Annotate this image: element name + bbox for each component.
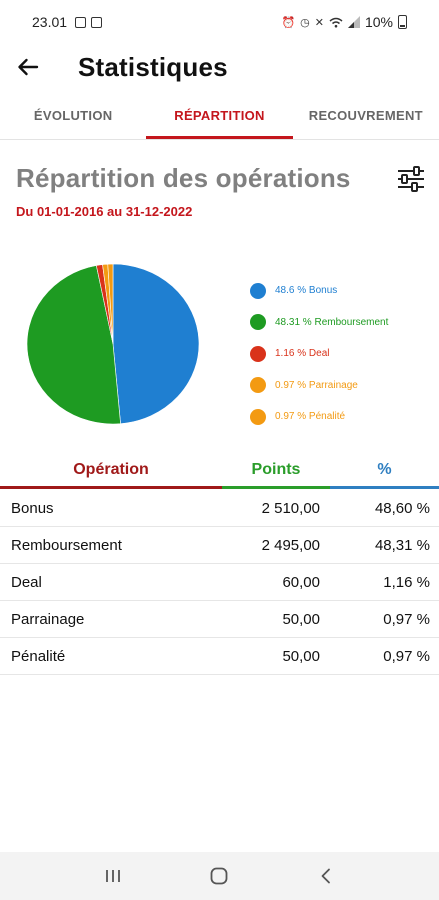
page-title: Statistiques: [78, 51, 228, 82]
cell-operation: Parrainage: [11, 610, 85, 628]
table-row: Deal 60,00 1,16 %: [0, 564, 439, 601]
legend-label: 1.16 % Deal: [275, 348, 330, 360]
cell-operation: Remboursement: [11, 536, 122, 554]
recent-apps-button[interactable]: [93, 856, 133, 896]
legend-item: 0.97 % Parrainage: [250, 370, 430, 402]
legend-dot: [250, 314, 266, 331]
cell-points: 60,00: [282, 573, 320, 591]
gallery-icon: [75, 16, 87, 28]
pie-slice-4: [107, 263, 114, 345]
chart-legend: 48.6 % Bonus 48.31 % Remboursement 1.16 % …: [250, 275, 430, 433]
table-row: Bonus 2 510,00 48,60 %: [0, 490, 439, 527]
battery-level: 10%: [364, 14, 393, 30]
legend-label: 48.31 % Remboursement: [275, 316, 389, 328]
table-row: Pénalité 50,00 0,97 %: [0, 638, 439, 675]
legend-dot: [250, 345, 266, 362]
cell-percent: 0,97 %: [383, 647, 430, 665]
legend-dot: [250, 408, 266, 425]
legend-item: 48.31 % Remboursement: [250, 307, 430, 339]
system-back-button[interactable]: [306, 856, 346, 896]
tab-repartition[interactable]: RÉPARTITION: [146, 92, 293, 139]
cell-operation: Pénalité: [11, 647, 66, 665]
legend-label: 48.6 % Bonus: [275, 285, 338, 297]
pie-slice-0: [112, 263, 200, 425]
cell-percent: 1,16 %: [383, 573, 430, 591]
column-header-points: Points: [222, 453, 330, 489]
date-range: Du 01-01-2016 au 31-12-2022: [16, 204, 193, 219]
status-time: 23.01: [32, 14, 68, 30]
table-body: Bonus 2 510,00 48,60 % Remboursement 2 4…: [0, 490, 439, 675]
sliders-icon: [398, 166, 424, 192]
legend-label: 0.97 % Pénalité: [275, 411, 346, 423]
tab-label: ÉVOLUTION: [33, 108, 113, 123]
filter-button[interactable]: [395, 163, 427, 195]
cell-points: 2 510,00: [261, 499, 320, 517]
cell-points: 50,00: [282, 610, 320, 628]
table-row: Parrainage 50,00 0,97 %: [0, 601, 439, 638]
app-bar: Statistiques: [0, 44, 439, 90]
legend-label: 0.97 % Parrainage: [275, 379, 358, 391]
table-header: Opération Points %: [0, 453, 439, 489]
battery-icon: [398, 15, 407, 29]
clock-icon: ◷: [300, 16, 310, 29]
section-title: Répartition des opérations: [16, 163, 351, 193]
arrow-left-icon: [18, 58, 39, 76]
tab-bar: ÉVOLUTION RÉPARTITION RECOUVREMENT: [0, 92, 439, 140]
mute-icon: ✕: [314, 16, 324, 29]
status-bar: 23.01 ⏰ ◷ ✕ 10%: [0, 0, 439, 44]
legend-item: 1.16 % Deal: [250, 338, 430, 370]
status-right-group: ⏰ ◷ ✕ 10%: [281, 14, 407, 30]
cell-operation: Deal: [11, 573, 42, 591]
pie-slice-1: [26, 265, 121, 425]
column-header-percent: %: [330, 453, 439, 489]
tab-label: RÉPARTITION: [174, 108, 265, 123]
back-icon: [321, 868, 330, 884]
tab-label: RECOUVREMENT: [308, 108, 423, 123]
table-row: Remboursement 2 495,00 48,31 %: [0, 527, 439, 564]
legend-item: 0.97 % Pénalité: [250, 401, 430, 433]
back-button[interactable]: [0, 44, 56, 90]
home-icon: [211, 867, 228, 885]
cell-points: 50,00: [282, 647, 320, 665]
cell-percent: 48,31 %: [374, 536, 430, 554]
pie-chart: [26, 263, 200, 425]
legend-item: 48.6 % Bonus: [250, 275, 430, 307]
column-header-operation: Opération: [0, 453, 222, 489]
signal-icon: [347, 16, 360, 28]
tab-evolution[interactable]: ÉVOLUTION: [0, 92, 146, 139]
system-nav-bar: [0, 852, 439, 900]
legend-dot: [250, 377, 266, 394]
cell-percent: 0,97 %: [383, 610, 430, 628]
cell-operation: Bonus: [11, 499, 54, 517]
recent-apps-icon: [106, 870, 121, 882]
wifi-icon: [329, 17, 343, 27]
pie-chart-svg: [26, 263, 200, 425]
home-button[interactable]: [199, 856, 239, 896]
notification-icon: [91, 16, 103, 28]
tab-recouvrement[interactable]: RECOUVREMENT: [293, 92, 439, 139]
legend-dot: [250, 282, 266, 299]
alarm-icon: ⏰: [281, 16, 296, 29]
cell-points: 2 495,00: [261, 536, 320, 554]
cell-percent: 48,60 %: [374, 499, 430, 517]
